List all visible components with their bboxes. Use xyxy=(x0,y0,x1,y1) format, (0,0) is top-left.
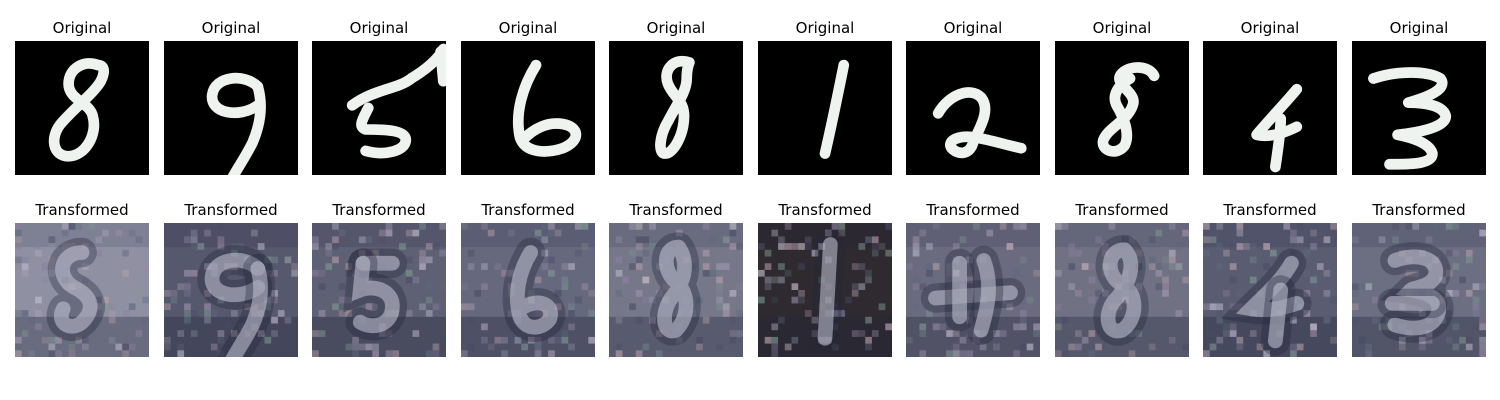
panel-title: Transformed xyxy=(629,201,723,219)
original-digit-image xyxy=(906,41,1040,175)
panel-title: Original xyxy=(646,19,706,37)
transformed-digit-image xyxy=(164,223,298,357)
panel-title: Original xyxy=(1389,19,1449,37)
transformed-digit-image xyxy=(906,223,1040,357)
original-digit-image xyxy=(609,41,743,175)
original-digit-image xyxy=(1055,41,1189,175)
panel-title: Original xyxy=(943,19,1003,37)
original-digit-image xyxy=(164,41,298,175)
panel-title: Transformed xyxy=(1075,201,1169,219)
panel-title: Transformed xyxy=(926,201,1020,219)
panel-title: Original xyxy=(498,19,558,37)
panel-title: Original xyxy=(1092,19,1152,37)
original-digit-image xyxy=(1203,41,1337,175)
transformed-digit-image xyxy=(461,223,595,357)
panel-title: Transformed xyxy=(184,201,278,219)
panel-title: Original xyxy=(201,19,261,37)
transformed-digit-image xyxy=(1352,223,1486,357)
panel-title: Original xyxy=(1240,19,1300,37)
transformed-digit-image xyxy=(15,223,149,357)
panel-title: Original xyxy=(349,19,409,37)
panel-title: Transformed xyxy=(1372,201,1466,219)
original-digit-image xyxy=(758,41,892,175)
transformed-digit-image xyxy=(1203,223,1337,357)
transformed-digit-image xyxy=(758,223,892,357)
panel-title: Transformed xyxy=(1223,201,1317,219)
original-digit-image xyxy=(461,41,595,175)
original-digit-image xyxy=(15,41,149,175)
panel-title: Original xyxy=(795,19,855,37)
panel-title: Original xyxy=(52,19,112,37)
panel-title: Transformed xyxy=(778,201,872,219)
panel-title: Transformed xyxy=(481,201,575,219)
transformed-digit-image xyxy=(609,223,743,357)
panel-title: Transformed xyxy=(35,201,129,219)
transformed-digit-image xyxy=(1055,223,1189,357)
panel-title: Transformed xyxy=(332,201,426,219)
transformed-digit-image xyxy=(312,223,446,357)
original-digit-image xyxy=(312,41,446,175)
original-digit-image xyxy=(1352,41,1486,175)
